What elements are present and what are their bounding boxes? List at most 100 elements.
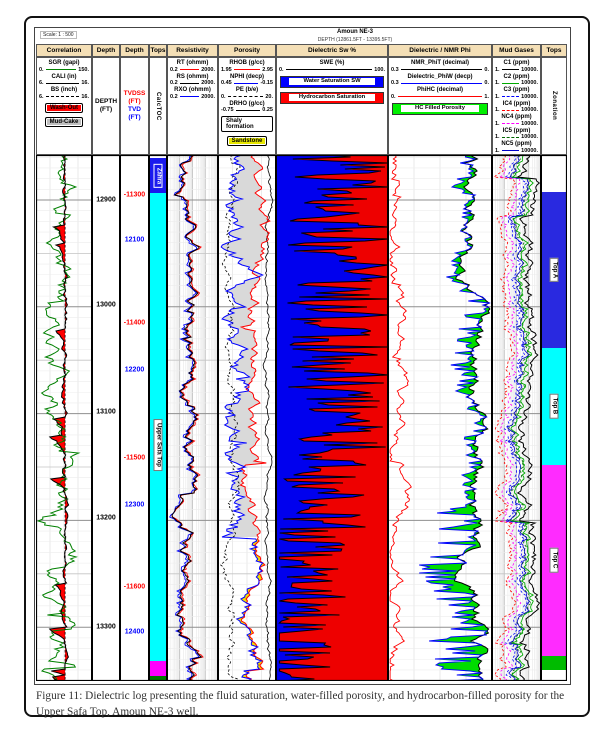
track-title-d2: Depth: [120, 44, 149, 57]
depth-header-label: TVDSS (FT) TVD (FT): [123, 90, 146, 121]
curve-line-sample: [233, 69, 261, 70]
curve-line-sample: [45, 69, 77, 70]
curve-line-sample: [45, 82, 80, 84]
track-title-d1: Depth: [92, 44, 120, 57]
curve-legend: SGR (gapi) 0. 150.: [39, 60, 89, 73]
legend-badge: Wash-Out: [44, 102, 84, 113]
legend-badge: Sandstone: [226, 136, 268, 146]
zone-label-top-c: Top C: [549, 547, 559, 573]
curve-legend: PhiHC (decimal) 0. 1.: [391, 87, 489, 100]
curve-legend: Dielectric_PhiW (decp) 0.3 0.: [391, 73, 489, 87]
curve-legend: RS (ohmm) 0.2 2000.: [170, 73, 215, 87]
track-legend-d2: TVDSS (FT) TVD (FT): [120, 57, 149, 155]
track-title-res: Resistivity: [167, 44, 218, 57]
depth-label: 12300: [124, 501, 145, 509]
figure-border: [24, 16, 590, 717]
track-title-corr: Correlation: [36, 44, 92, 57]
zone-label-top-a: Top A: [549, 257, 559, 283]
curve-line-sample: [501, 96, 520, 97]
curve-line-sample: [501, 109, 520, 111]
depth-label: 13300: [96, 623, 116, 631]
curve-line-sample: [227, 96, 264, 97]
curve-line-sample: [400, 69, 483, 70]
curve-legend: C2 (ppm) 1. 10000.: [495, 73, 538, 87]
curve-line-sample: [179, 69, 200, 70]
well-name: Amoun NE-3: [337, 29, 373, 35]
zone-label-top-b: Top B: [549, 393, 559, 419]
vertical-label-CalcTOC: CalcTOC: [155, 91, 161, 121]
depth-range: DEPTH (12861.5FT - 13395.5FT): [317, 36, 393, 43]
track-title-t1: Tops: [149, 44, 167, 57]
curve-legend: IC5 (ppm) 1. 10000.: [495, 127, 538, 141]
curve-line-sample: [397, 96, 483, 97]
fill-legend-label: Water Saturation SW: [289, 78, 375, 85]
track-title-por: Porosity: [218, 44, 276, 57]
depth-label: -11300: [123, 191, 146, 199]
figure-caption: Figure 11: Dielectric log presenting the…: [36, 690, 565, 719]
curve-legend: RHOB (g/cc) 1.95 2.95: [221, 60, 273, 73]
curve-line-sample: [179, 82, 200, 84]
depth-header-label: DEPTH (FT): [95, 98, 118, 113]
curve-legend: NC4 (ppm) 1. 10000.: [495, 114, 538, 127]
track-legend-phi: NMR_PhiT (decimal) 0.3 0. Dielectric_PhiW (…: [388, 57, 492, 155]
fill-legend-bar: Water Saturation SW: [280, 75, 384, 88]
depth-label: 13100: [96, 408, 116, 416]
zone-label-upper-safa-top: Upper Safa Top: [153, 419, 163, 471]
depth-label: 12400: [124, 628, 145, 636]
curve-line-sample: [235, 109, 261, 111]
track-legend-gas: C1 (ppm) 1. 10000. C2 (ppm) 1. 10000. C3 (ppm)…: [492, 57, 541, 155]
track-legend-por: RHOB (g/cc) 1.95 2.95 NPHI (decp) 0.45 -0.15 P…: [218, 57, 276, 155]
fill-legend-label: Hydrocarbon Saturation: [289, 94, 375, 101]
log-plot-svg: [36, 155, 567, 681]
curve-legend: BS (inch) 6. 16.: [39, 87, 89, 100]
track-legend-res: RT (ohmm) 0.2 2000. RS (ohmm) 0.2 2000. RXO (o…: [167, 57, 218, 155]
zone-label-zahra: Zahra: [153, 163, 163, 189]
track-title-sw: Dielectric Sw %: [276, 44, 388, 57]
depth-label: 13000: [96, 301, 116, 309]
legend-badge: Shaly formation: [221, 116, 273, 132]
curve-legend: DRHO (g/cc) -0.75 0.25: [221, 100, 273, 114]
scale-label: Scale: 1 : 500: [40, 31, 77, 39]
fill-legend-bar: Hydrocarbon Saturation: [280, 91, 384, 104]
curve-line-sample: [45, 96, 80, 97]
curve-legend: IC4 (ppm) 1. 10000.: [495, 100, 538, 114]
depth-label: 12900: [96, 196, 116, 204]
track-title-t2: Tops: [541, 44, 567, 57]
curve-legend: CALI (in) 6. 16.: [39, 73, 89, 87]
track-title-phi: Dielectric / NMR Phi: [388, 44, 492, 57]
curve-legend: NPHI (decp) 0.45 -0.15: [221, 73, 273, 87]
curve-legend: C1 (ppm) 1. 10000.: [495, 60, 538, 73]
curve-line-sample: [501, 136, 520, 138]
depth-label: -11400: [123, 319, 146, 327]
curve-line-sample: [400, 82, 483, 84]
curve-line-sample: [233, 82, 259, 84]
fill-legend-bar: HC Filled Porosity: [392, 102, 488, 115]
depth-label: 13200: [96, 514, 116, 522]
curve-line-sample: [501, 69, 520, 70]
track-legend-t2: Zonation: [541, 57, 567, 155]
legend-badge: Mud-Cake: [44, 116, 84, 127]
curve-line-sample: [501, 150, 520, 151]
vertical-label-Zonation: Zonation: [551, 91, 557, 121]
depth-label: 12100: [124, 236, 145, 244]
depth-label: 12200: [124, 366, 145, 374]
curve-legend: NMR_PhiT (decimal) 0.3 0.: [391, 60, 489, 73]
curve-line-sample: [285, 69, 373, 70]
fill-legend-label: HC Filled Porosity: [400, 105, 480, 112]
track-legend-sw: SWE (%) 0. 100. Water Saturation SW Hydrocar…: [276, 57, 388, 155]
curve-line-sample: [501, 82, 520, 84]
curve-legend: SWE (%) 0. 100.: [279, 60, 385, 73]
track-legend-t1: CalcTOC: [149, 57, 167, 155]
curve-legend: NC5 (ppm) 1. 10000.: [495, 141, 538, 154]
log-plot-frame: [34, 27, 571, 685]
curve-legend: C3 (ppm) 1. 10000.: [495, 87, 538, 100]
curve-legend: RXO (ohmm) 0.2 2000.: [170, 87, 215, 100]
curve-legend: RT (ohmm) 0.2 2000.: [170, 60, 215, 73]
curve-legend: PE (b/e) 0. 20.: [221, 87, 273, 100]
track-title-gas: Mud Gases: [492, 44, 541, 57]
depth-label: -11600: [123, 583, 146, 591]
curve-line-sample: [179, 96, 200, 97]
plot-title-block: Amoun NE-3 DEPTH (12861.5FT - 13395.5FT): [235, 29, 475, 43]
curve-line-sample: [501, 123, 520, 124]
